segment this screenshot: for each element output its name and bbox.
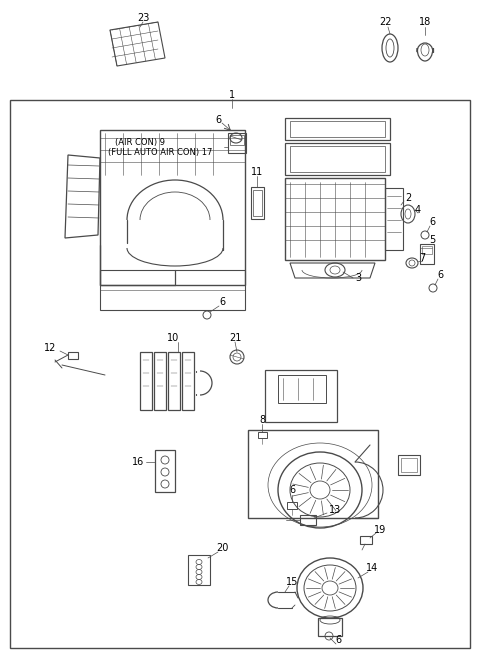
Bar [68,352,78,359]
Text: 3: 3 [355,273,361,283]
Bar [258,432,267,438]
Bar [10,100,470,648]
Text: 6: 6 [437,270,443,280]
Bar [290,146,385,172]
Text: 20: 20 [216,543,228,553]
Text: 19: 19 [374,525,386,535]
Bar [248,430,378,518]
Bar [278,375,326,403]
Text: 2: 2 [405,193,411,203]
Text: (AIR CON) 9: (AIR CON) 9 [115,138,165,147]
Text: 6: 6 [429,217,435,227]
Bar [360,536,372,544]
Text: 6: 6 [215,115,221,125]
Bar [265,370,337,422]
Bar [182,352,194,410]
Bar [398,455,420,475]
Bar [155,450,175,492]
Bar [228,133,246,153]
Text: 18: 18 [419,17,431,27]
Text: 16: 16 [132,457,144,467]
Text: 15: 15 [286,577,298,587]
Text: 13: 13 [329,505,341,515]
Bar [285,178,385,260]
Text: 11: 11 [251,167,263,177]
Bar [251,187,264,219]
Bar [100,130,245,285]
Text: 1: 1 [229,90,235,100]
Bar [285,118,390,140]
Bar [422,246,432,254]
Bar [100,270,245,310]
Bar [230,135,244,145]
Bar [287,502,297,509]
Text: 6: 6 [335,635,341,645]
Text: 21: 21 [229,333,241,343]
Bar [318,618,342,636]
Text: 14: 14 [366,563,378,573]
Bar [140,352,152,410]
Bar [385,188,403,250]
Bar [420,244,434,264]
Bar [168,352,180,410]
Text: 23: 23 [137,13,149,23]
Text: 7: 7 [419,253,425,263]
Text: 8: 8 [259,415,265,425]
Bar [154,352,166,410]
Text: 6: 6 [219,297,225,307]
Bar [300,515,316,525]
Text: 6: 6 [289,485,295,495]
Bar [188,555,210,585]
Text: (FULL AUTO AIR CON) 17: (FULL AUTO AIR CON) 17 [108,147,212,157]
Bar [253,190,262,216]
Bar [290,121,385,137]
Text: 5: 5 [429,235,435,245]
Text: 10: 10 [167,333,179,343]
Bar [285,143,390,175]
Bar [401,458,417,472]
Text: 4: 4 [415,205,421,215]
Text: 22: 22 [379,17,391,27]
Text: 12: 12 [44,343,56,353]
